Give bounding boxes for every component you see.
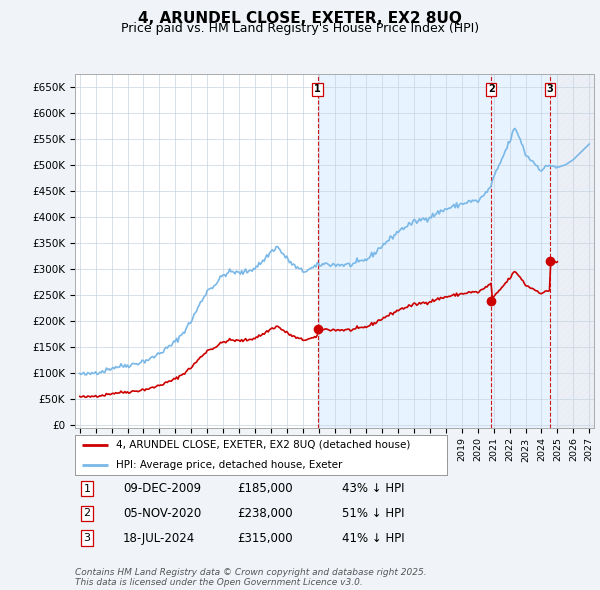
Text: Contains HM Land Registry data © Crown copyright and database right 2025.
This d: Contains HM Land Registry data © Crown c… bbox=[75, 568, 427, 587]
Text: HPI: Average price, detached house, Exeter: HPI: Average price, detached house, Exet… bbox=[116, 460, 342, 470]
Text: 41% ↓ HPI: 41% ↓ HPI bbox=[342, 532, 404, 545]
Text: 2: 2 bbox=[488, 84, 494, 94]
Text: 3: 3 bbox=[547, 84, 553, 94]
Text: £238,000: £238,000 bbox=[237, 507, 293, 520]
Text: 4, ARUNDEL CLOSE, EXETER, EX2 8UQ: 4, ARUNDEL CLOSE, EXETER, EX2 8UQ bbox=[138, 11, 462, 25]
Text: 2: 2 bbox=[83, 509, 91, 518]
Text: 43% ↓ HPI: 43% ↓ HPI bbox=[342, 482, 404, 495]
Text: 51% ↓ HPI: 51% ↓ HPI bbox=[342, 507, 404, 520]
Text: 05-NOV-2020: 05-NOV-2020 bbox=[123, 507, 201, 520]
Text: 1: 1 bbox=[314, 84, 321, 94]
Text: Price paid vs. HM Land Registry's House Price Index (HPI): Price paid vs. HM Land Registry's House … bbox=[121, 22, 479, 35]
Bar bbox=[557, 74, 594, 428]
Text: £185,000: £185,000 bbox=[237, 482, 293, 495]
Bar bbox=[317, 74, 557, 428]
Text: 1: 1 bbox=[83, 484, 91, 493]
Text: 09-DEC-2009: 09-DEC-2009 bbox=[123, 482, 201, 495]
Text: £315,000: £315,000 bbox=[237, 532, 293, 545]
Text: 4, ARUNDEL CLOSE, EXETER, EX2 8UQ (detached house): 4, ARUNDEL CLOSE, EXETER, EX2 8UQ (detac… bbox=[116, 440, 410, 450]
Text: 3: 3 bbox=[83, 533, 91, 543]
Text: 18-JUL-2024: 18-JUL-2024 bbox=[123, 532, 195, 545]
